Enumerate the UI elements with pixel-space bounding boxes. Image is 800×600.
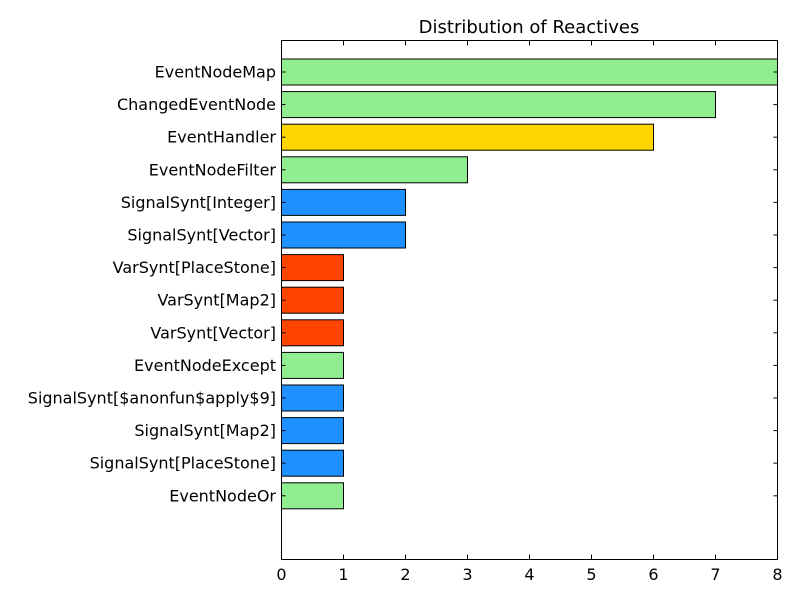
- category-label-11: SignalSynt[Map2]: [134, 421, 276, 440]
- bar-12: [281, 449, 344, 477]
- bar-7: [281, 286, 344, 314]
- x-tick-label-1: 1: [338, 565, 348, 584]
- bar-8: [281, 319, 344, 347]
- bars-group: [281, 58, 778, 510]
- category-label-12: SignalSynt[PlaceStone]: [90, 454, 276, 473]
- category-label-2: EventHandler: [167, 128, 276, 147]
- category-label-1: ChangedEventNode: [117, 95, 276, 114]
- x-tick-label-3: 3: [462, 565, 472, 584]
- bar-0: [281, 58, 778, 86]
- x-tick-label-2: 2: [400, 565, 410, 584]
- x-tick-label-0: 0: [276, 565, 286, 584]
- plot-frame: [281, 40, 778, 560]
- x-tick-label-7: 7: [710, 565, 720, 584]
- bar-5: [281, 221, 406, 249]
- x-tick-label-5: 5: [586, 565, 596, 584]
- category-label-7: VarSynt[Map2]: [157, 291, 276, 310]
- bar-3: [281, 156, 468, 184]
- category-label-13: EventNodeOr: [169, 486, 276, 505]
- x-tick-label-4: 4: [524, 565, 534, 584]
- bar-1: [281, 91, 716, 119]
- category-label-6: VarSynt[PlaceStone]: [113, 258, 276, 277]
- category-label-10: SignalSynt[$anonfun$apply$9]: [28, 389, 276, 408]
- category-label-5: SignalSynt[Vector]: [127, 226, 276, 245]
- y-ticks-group: EventNodeMap ChangedEventNode EventHandler…: [28, 63, 778, 505]
- category-label-0: EventNodeMap: [155, 63, 276, 82]
- x-tick-label-8: 8: [772, 565, 782, 584]
- bar-2: [281, 123, 654, 151]
- bar-6: [281, 254, 344, 282]
- x-tick-label-6: 6: [648, 565, 658, 584]
- bar-10: [281, 384, 344, 412]
- x-ticks-group: 0 1 2 3 4 5 6 7 8: [276, 40, 783, 584]
- bar-9: [281, 351, 344, 379]
- bar-11: [281, 417, 344, 445]
- category-label-3: EventNodeFilter: [149, 160, 277, 179]
- category-label-4: SignalSynt[Integer]: [121, 193, 276, 212]
- category-label-8: VarSynt[Vector]: [150, 323, 276, 342]
- chart-title: Distribution of Reactives: [419, 17, 640, 38]
- bar-4: [281, 188, 406, 216]
- bar-13: [281, 482, 344, 510]
- category-label-9: EventNodeExcept: [134, 356, 276, 375]
